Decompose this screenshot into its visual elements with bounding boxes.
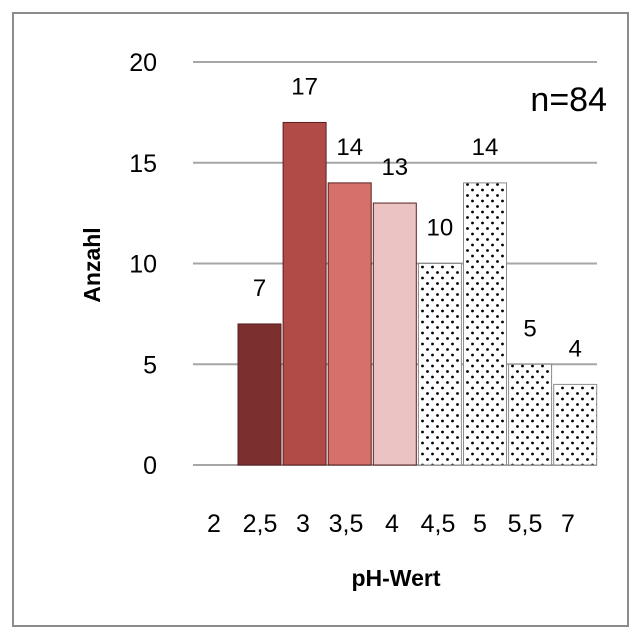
x-tick-label: 2,5 (243, 510, 278, 538)
x-tick-label: 5 (473, 510, 487, 538)
bar-7 (553, 383, 598, 466)
data-label: 14 (472, 134, 499, 161)
bar-2-5 (237, 323, 282, 466)
x-tick-label: 7 (561, 510, 575, 538)
y-tick-label: 10 (129, 251, 157, 279)
data-label: 10 (427, 215, 454, 242)
y-tick-label: 5 (143, 351, 157, 379)
data-label: 14 (336, 134, 363, 161)
x-tick-label: 2 (207, 510, 221, 538)
bar-3-5 (327, 182, 372, 466)
bar-5-5 (508, 363, 553, 466)
x-tick-label: 4 (385, 510, 399, 538)
data-label: 13 (381, 154, 408, 181)
bar-4-5 (417, 263, 462, 466)
sample-size-annotation: n=84 (530, 81, 607, 119)
y-tick-label: 15 (129, 150, 157, 178)
y-tick-label: 20 (129, 49, 157, 77)
x-tick-label: 4,5 (421, 510, 456, 538)
bar-4 (372, 202, 417, 466)
x-tick-label: 3 (296, 510, 310, 538)
bars (237, 121, 598, 466)
data-label: 17 (291, 73, 318, 100)
y-axis-ticks: 0 5 10 15 20 (129, 49, 157, 480)
data-label: 5 (523, 315, 536, 342)
data-label: 4 (569, 335, 582, 362)
x-tick-label: 5,5 (508, 510, 543, 538)
bar-5 (463, 182, 507, 466)
data-label: 7 (253, 275, 266, 302)
x-tick-label: 3,5 (329, 510, 364, 538)
x-axis-ticks: 2 2,5 3 3,5 4 4,5 5 5,5 7 (207, 510, 575, 538)
y-tick-label: 0 (143, 452, 157, 480)
y-axis-title: Anzahl (79, 227, 105, 302)
data-labels: 7 17 14 13 10 14 5 4 (253, 73, 582, 362)
bar-3 (282, 121, 327, 466)
x-axis-title: pH-Wert (351, 565, 440, 591)
